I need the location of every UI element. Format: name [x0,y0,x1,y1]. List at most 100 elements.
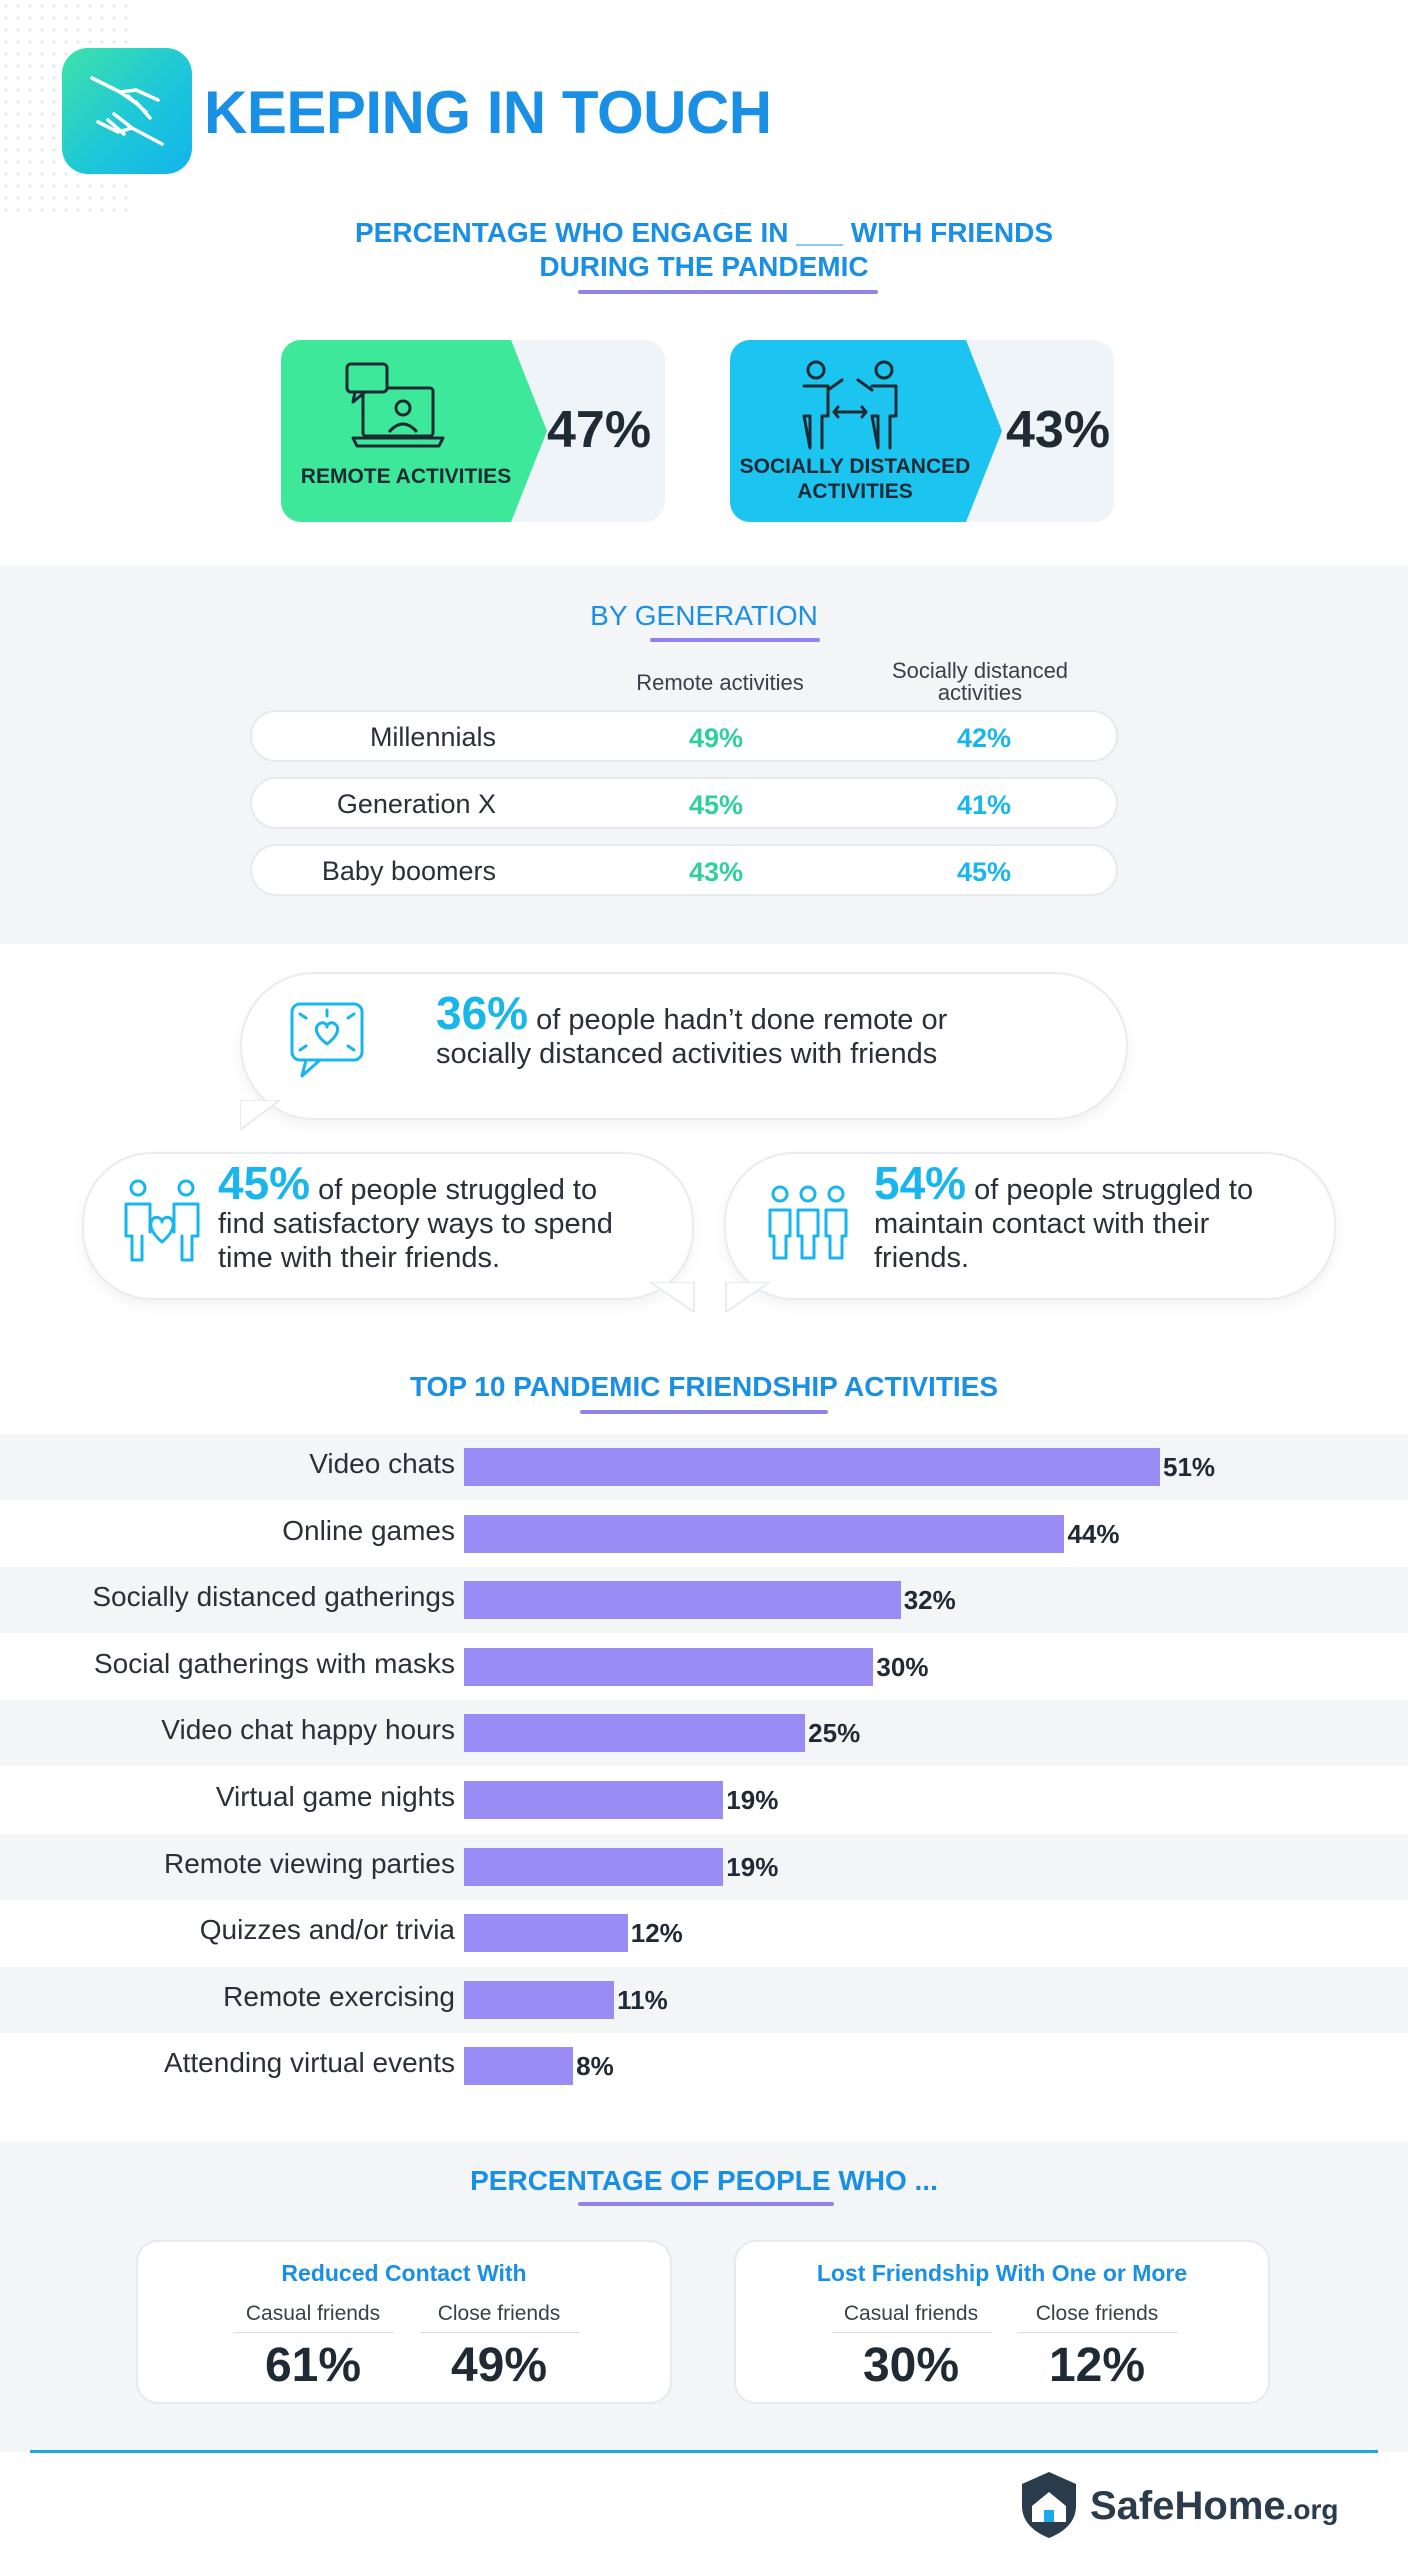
chart-row-stripe [0,1966,1408,2033]
bar-mark [464,1980,615,2019]
two-people-distance-icon [802,360,898,450]
bar-category-label: Remote exercising [223,1980,455,2012]
engage-title-line1: PERCENTAGE WHO ENGAGE IN ___ WITH FRIEND… [355,217,1053,248]
lost-casual-label: Casual friends [843,2302,979,2325]
lost-close-label: Close friends [1035,2302,1159,2325]
stat-45-line2: find satisfactory ways to spend [218,1208,613,1240]
stat-54-value: 54% [874,1157,967,1209]
generation-title: BY GENERATION [590,600,818,631]
bar-value-label: 11% [617,1984,668,2015]
generation-remote-value: 45% [688,790,744,820]
reduced-casual-label: Casual friends [245,2302,381,2325]
people-title-underline [578,2202,834,2206]
footer-divider [30,2450,1378,2453]
stat-54-line3: friends. [874,1242,970,1274]
generation-distanced-value: 42% [956,723,1012,753]
socially-distanced-card: SOCIALLY DISTANCED ACTIVITIES 43% [730,340,1114,522]
footer-brand: SafeHome.org [1090,2484,1339,2529]
hands-logo-tile [62,48,192,174]
page-title: KEEPING IN TOUCH [204,79,772,146]
reduced-close-value: 49% [450,2339,548,2392]
bar-value-label: 32% [903,1585,956,1616]
stat-36-text: 36% of people hadn’t done remote or soci… [436,990,1096,1071]
distanced-card-arrow [966,340,1002,522]
laptop-video-call-icon [345,362,445,448]
generation-remote-value: 43% [688,857,744,887]
stat-36-line1: of people hadn’t done remote or [536,1004,948,1036]
stat-54-line2: maintain contact with their [874,1208,1210,1240]
engage-title-underline [578,290,878,294]
bar-mark [464,1714,806,1753]
lost-casual-value: 30% [862,2339,960,2392]
lost-friendship-box: Lost Friendship With One or More Casual … [734,2240,1270,2404]
bar-value-label: 51% [1163,1452,1216,1482]
bar-category-label: Video chat happy hours [161,1714,455,1746]
remote-card-panel [281,340,511,522]
group-of-people-icon [768,1185,848,1260]
generation-distanced-value: 45% [956,857,1012,887]
lost-close-value: 12% [1048,2339,1146,2392]
generation-name: Millennials [369,722,496,752]
distanced-card-label-line1: SOCIALLY DISTANCED [739,455,971,478]
bubble-tail [650,1282,695,1312]
chart-title: TOP 10 PANDEMIC FRIENDSHIP ACTIVITIES [409,1371,999,1402]
bar-category-label: Virtual game nights [215,1781,455,1812]
stat-54-text: 54% of people struggled to maintain cont… [874,1160,1314,1275]
bar-category-label: Socially distanced gatherings [92,1581,455,1613]
bar-mark [464,1914,628,1953]
engage-title-line2: DURING THE PANDEMIC [539,251,869,282]
bar-value-label: 19% [726,1851,779,1882]
divider [832,2332,992,2333]
bar-value-label: 25% [808,1718,861,1749]
divider [420,2332,580,2333]
bar-category-label: Remote viewing parties [163,1847,455,1879]
bubble-tail [240,1100,282,1130]
generation-col-distanced-line1: Socially distanced [891,658,1069,683]
divider [234,2332,394,2333]
generation-row: Baby boomers 43% 45% [250,844,1118,896]
hands-icon [90,76,164,146]
divider [1018,2332,1178,2333]
bar-mark [464,2047,574,2086]
stat-54-line1: of people struggled to [974,1174,1254,1206]
stat-45-line3: time with their friends. [218,1242,501,1274]
bar-mark [464,1514,1065,1553]
bar-value-label: 30% [876,1651,929,1682]
stat-bubble-36 [240,972,1128,1120]
heart-chat-icon [290,1002,364,1078]
generation-distanced-value: 41% [956,790,1012,820]
generation-title-underline [650,638,820,642]
generation-name: Baby boomers [321,856,496,886]
generation-remote-value: 49% [688,723,744,753]
stat-45-value: 45% [218,1157,311,1209]
reduced-contact-box: Reduced Contact With Casual friends Clos… [136,2240,672,2404]
bar-category-label: Social gatherings with masks [93,1647,455,1679]
reduced-close-label: Close friends [437,2302,561,2325]
footer-brand-name: SafeHome [1090,2484,1286,2528]
footer-brand-tld: .org [1285,2494,1339,2525]
bar-value-label: 8% [576,2051,614,2082]
distanced-card-panel [730,340,966,522]
distanced-card-label-line2: ACTIVITIES [797,480,913,503]
bar-value-label: 12% [630,1918,683,1949]
reduced-casual-value: 61% [264,2339,362,2392]
stat-45-line1: of people struggled to [318,1174,598,1206]
stat-45-text: 45% of people struggled to find satisfac… [218,1160,678,1275]
bar-value-label: 44% [1067,1518,1120,1549]
stat-36-value: 36% [436,987,529,1039]
distanced-card-value: 43% [1006,401,1111,459]
bar-category-label: Quizzes and/or trivia [199,1914,455,1946]
remote-card-arrow [511,340,547,522]
generation-row: Generation X 45% 41% [250,777,1118,829]
generation-col-remote: Remote activities [636,670,804,695]
bar-category-label: Video chats [309,1448,455,1479]
lost-friendship-title: Lost Friendship With One or More [816,2260,1188,2286]
friends-heart-icon [124,1179,200,1262]
bar-mark [464,1847,724,1886]
bubble-tail [725,1282,770,1312]
bar-value-label: 19% [726,1785,779,1815]
bar-category-label: Attending virtual events [163,2047,455,2079]
bar-category-label: Online games [282,1514,455,1546]
generation-row: Millennials 49% 42% [250,710,1118,762]
stat-36-line2: socially distanced activities with frien… [436,1038,938,1070]
